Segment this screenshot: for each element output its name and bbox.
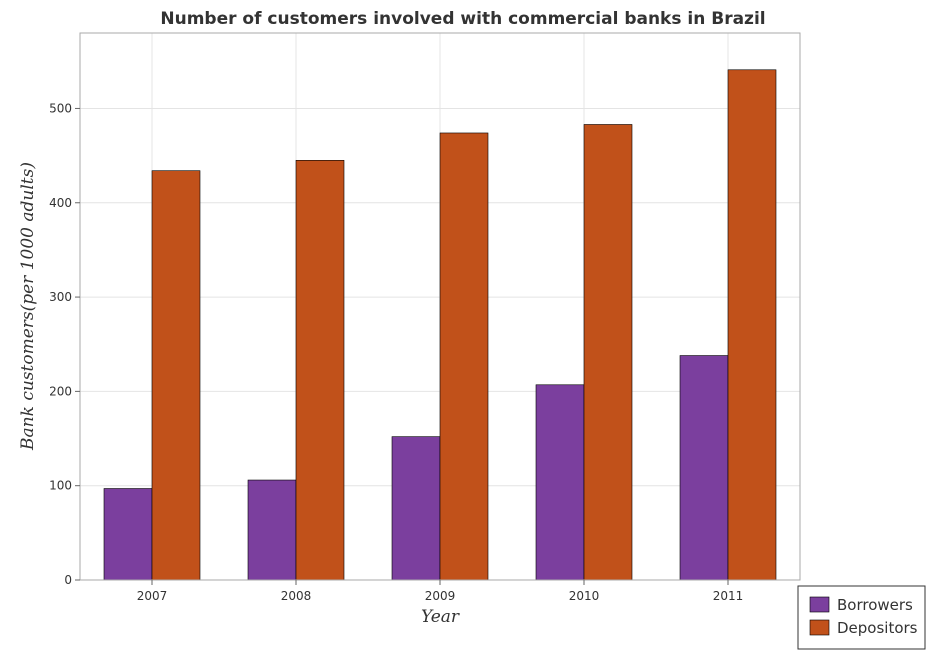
x-tick-label: 2011 [713,589,744,603]
legend-swatch-borrowers [809,596,830,613]
y-tick-label: 300 [49,290,72,304]
legend-swatch-depositors [809,619,830,636]
y-tick-label: 200 [49,384,72,398]
legend-label-borrowers: Borrowers [837,596,913,614]
x-tick-label: 2008 [281,589,312,603]
y-tick-label: 0 [64,573,72,587]
x-tick-label: 2007 [137,589,168,603]
legend-label-depositors: Depositors [837,619,918,637]
y-tick-label: 500 [49,101,72,115]
chart-title: Number of customers involved with commer… [160,9,765,29]
bar-depositors-2009 [439,132,489,581]
x-axis-ticks: 2007 2008 2009 2010 2011 [137,580,744,603]
bar-borrowers-2010 [535,384,585,581]
y-axis-ticks: 0 100 200 300 400 500 [49,101,80,587]
legend-box [797,585,926,650]
legend: Borrowers Depositors [797,585,926,650]
bar-depositors-2008 [295,160,345,581]
bar-borrowers-2007 [103,488,153,581]
x-axis-label: Year [421,607,460,627]
bar-borrowers-2009 [391,436,441,581]
y-tick-label: 100 [49,479,72,493]
bar-borrowers-2008 [247,479,297,581]
y-tick-label: 400 [49,196,72,210]
x-tick-label: 2010 [569,589,600,603]
bar-depositors-2010 [583,124,633,581]
x-tick-label: 2009 [425,589,456,603]
y-axis-label: Bank customers(per 1000 adults) [18,162,38,451]
bar-borrowers-2011 [679,355,729,581]
bar-depositors-2007 [151,170,201,581]
bars [103,69,777,581]
bar-depositors-2011 [727,69,777,581]
